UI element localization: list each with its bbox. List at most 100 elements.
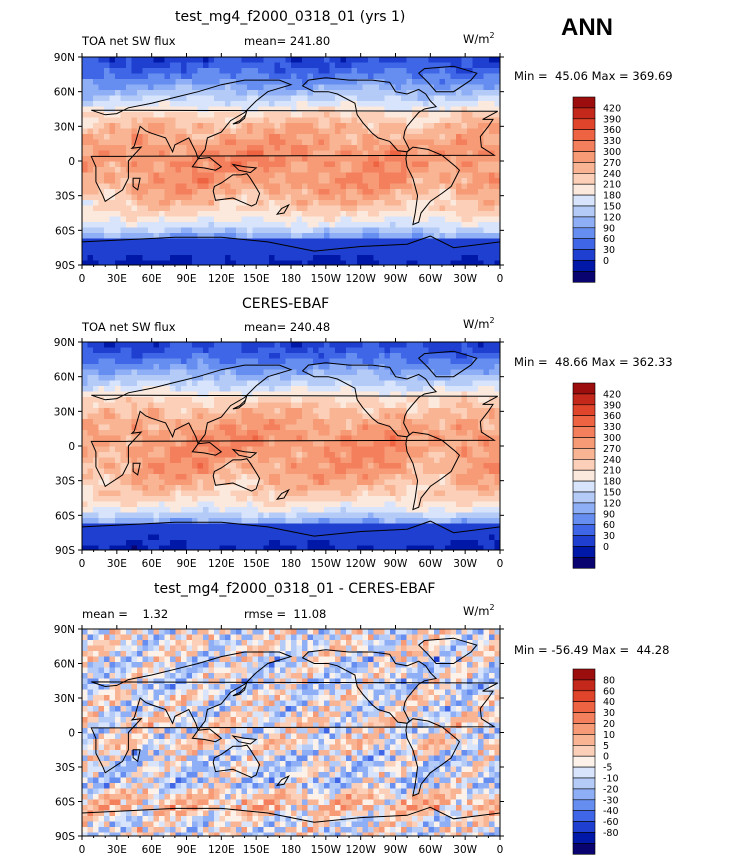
x-tick-label: 120W xyxy=(345,844,376,856)
map-field-1 xyxy=(82,57,500,265)
colorbar-label: -80 xyxy=(603,828,619,839)
colorbar-swatch xyxy=(572,712,596,724)
y-tick-label: 0 xyxy=(68,441,75,453)
colorbar-swatch xyxy=(572,679,596,692)
colorbar-label: 90 xyxy=(603,223,615,234)
colorbar-swatch xyxy=(572,404,596,416)
colorbar-swatch xyxy=(572,249,596,261)
colorbar-swatch xyxy=(572,513,596,525)
panel-2-units: W/m2 xyxy=(463,316,495,331)
x-tick-label: 0 xyxy=(497,558,504,570)
colorbar-label: 240 xyxy=(603,455,621,466)
colorbar-label: -60 xyxy=(603,817,619,828)
colorbar-swatch xyxy=(572,502,596,515)
y-tick-label: 0 xyxy=(68,156,75,168)
x-tick-label: 0 xyxy=(79,558,86,570)
y-tick-label: 30S xyxy=(55,762,75,774)
x-tick-label: 60E xyxy=(142,558,162,570)
colorbar-swatch xyxy=(572,690,596,702)
x-tick-label: 0 xyxy=(497,844,504,856)
colorbar-label: -40 xyxy=(603,806,619,817)
coastlines-3 xyxy=(82,637,500,836)
colorbar-swatch xyxy=(572,469,596,482)
colorbar-swatch xyxy=(572,183,596,196)
colorbar-swatch xyxy=(572,437,596,449)
y-tick-label: 30N xyxy=(54,121,75,133)
colorbar-swatch xyxy=(572,238,596,250)
colorbar-label: 180 xyxy=(603,191,621,202)
colorbar-label: -10 xyxy=(603,774,619,785)
y-tick-label: 30N xyxy=(54,693,75,705)
colorbar-swatch xyxy=(572,118,596,131)
colorbar-label: 300 xyxy=(603,433,621,444)
colorbar-label: 80 xyxy=(603,675,615,686)
colorbar-swatch xyxy=(572,216,596,229)
x-tick-label: 90W xyxy=(384,558,408,570)
colorbar-label: 5 xyxy=(603,741,609,752)
colorbar-label: 210 xyxy=(603,180,621,191)
colorbar-swatch xyxy=(572,107,596,120)
colorbar-label: -5 xyxy=(603,763,612,774)
panel-2-minmax: Min = 48.66 Max = 362.33 xyxy=(514,355,673,369)
colorbar-swatch xyxy=(572,557,596,569)
colorbar-swatch xyxy=(572,734,596,746)
panel-2-mean: mean= 240.48 xyxy=(244,320,331,334)
colorbar-label: 390 xyxy=(603,114,621,125)
x-tick-label: 150E xyxy=(243,273,270,285)
colorbar-swatch xyxy=(572,227,596,240)
y-tick-label: 90S xyxy=(55,545,75,557)
panel-3-title: test_mg4_f2000_0318_01 - CERES-EBAF xyxy=(154,581,436,597)
x-tick-label: 90E xyxy=(177,273,197,285)
colorbar-swatch xyxy=(572,480,596,493)
y-tick-label: 30S xyxy=(55,191,75,203)
colorbar-label: -20 xyxy=(603,784,619,795)
panel-1-mean: mean= 241.80 xyxy=(244,34,331,48)
x-tick-label: 60W xyxy=(418,273,442,285)
colorbar-label: 150 xyxy=(603,488,621,499)
panel-3-rmse: rmse = 11.08 xyxy=(244,607,327,621)
x-tick-label: 60W xyxy=(418,558,442,570)
x-tick-label: 90E xyxy=(177,844,197,856)
x-tick-label: 180 xyxy=(281,273,301,285)
colorbar-swatch xyxy=(572,96,596,109)
colorbar-swatch xyxy=(572,799,596,811)
colorbar-label: 60 xyxy=(603,686,615,697)
x-tick-label: 90W xyxy=(384,273,408,285)
x-tick-label: 120W xyxy=(345,558,376,570)
colorbar-label: 270 xyxy=(603,444,621,455)
colorbar-swatch xyxy=(572,546,596,558)
colorbar-swatch xyxy=(572,271,596,283)
y-tick-label: 60S xyxy=(55,797,75,809)
y-tick-label: 0 xyxy=(68,728,75,740)
y-tick-label: 90N xyxy=(54,624,75,636)
colorbar-swatch xyxy=(572,777,596,790)
colorbar-label: 0 xyxy=(603,256,609,267)
colorbar-swatch xyxy=(572,535,596,547)
x-tick-label: 120W xyxy=(345,273,376,285)
panel-1-title: test_mg4_f2000_0318_01 (yrs 1) xyxy=(175,9,406,25)
y-tick-label: 60N xyxy=(54,659,75,671)
colorbar-label: 390 xyxy=(603,400,621,411)
colorbar-label: 60 xyxy=(603,520,615,531)
x-tick-label: 150W xyxy=(311,273,342,285)
y-tick-label: 90S xyxy=(55,831,75,843)
y-tick-label: 90N xyxy=(54,52,75,64)
colorbar-swatch xyxy=(572,162,596,174)
colorbar-label: 120 xyxy=(603,498,621,509)
colorbar-label: 180 xyxy=(603,477,621,488)
colorbar-swatch xyxy=(572,194,596,207)
colorbar-swatch xyxy=(572,701,596,713)
colorbar-swatch xyxy=(572,843,596,855)
colorbar-swatch xyxy=(572,426,596,438)
colorbar-swatch xyxy=(572,173,596,185)
y-tick-label: 60S xyxy=(55,510,75,522)
x-tick-label: 30W xyxy=(453,844,477,856)
x-tick-label: 150W xyxy=(311,558,342,570)
colorbar-label: 420 xyxy=(603,103,621,114)
colorbar-swatch xyxy=(572,205,596,218)
colorbar-swatch xyxy=(572,415,596,427)
panel-2-variable-label: TOA net SW flux xyxy=(82,320,176,334)
panel-1-minmax: Min = 45.06 Max = 369.69 xyxy=(514,69,673,83)
